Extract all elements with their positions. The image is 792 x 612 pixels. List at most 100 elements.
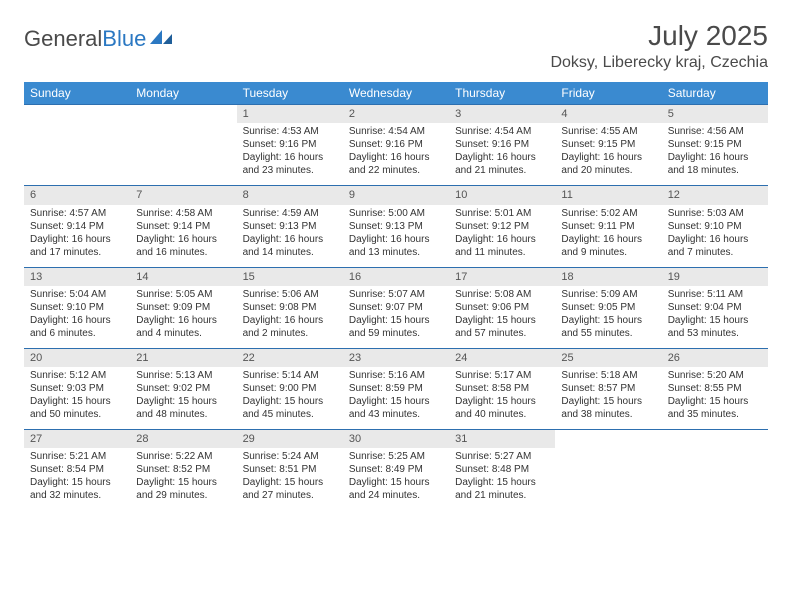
daylight2-text: and 14 minutes. (243, 246, 337, 259)
sunrise-text: Sunrise: 5:22 AM (136, 450, 230, 463)
sunset-text: Sunset: 9:09 PM (136, 301, 230, 314)
daylight1-text: Daylight: 16 hours (455, 233, 549, 246)
daylight1-text: Daylight: 16 hours (455, 151, 549, 164)
calendar-row: 20Sunrise: 5:12 AMSunset: 9:03 PMDayligh… (24, 348, 768, 429)
brand-part2: Blue (102, 26, 146, 52)
sunrise-text: Sunrise: 5:27 AM (455, 450, 549, 463)
sunrise-text: Sunrise: 5:09 AM (561, 288, 655, 301)
sunrise-text: Sunrise: 5:16 AM (349, 369, 443, 382)
daylight2-text: and 35 minutes. (668, 408, 762, 421)
calendar-cell: 7Sunrise: 4:58 AMSunset: 9:14 PMDaylight… (130, 186, 236, 267)
day-body: Sunrise: 5:25 AMSunset: 8:49 PMDaylight:… (343, 448, 449, 510)
sunset-text: Sunset: 9:13 PM (243, 220, 337, 233)
calendar-cell: 6Sunrise: 4:57 AMSunset: 9:14 PMDaylight… (24, 186, 130, 267)
sunrise-text: Sunrise: 4:58 AM (136, 207, 230, 220)
daylight2-text: and 13 minutes. (349, 246, 443, 259)
calendar-row: 6Sunrise: 4:57 AMSunset: 9:14 PMDaylight… (24, 186, 768, 267)
sunset-text: Sunset: 9:12 PM (455, 220, 549, 233)
daylight1-text: Daylight: 15 hours (455, 395, 549, 408)
daylight2-text: and 29 minutes. (136, 489, 230, 502)
daylight1-text: Daylight: 16 hours (136, 314, 230, 327)
calendar-cell: 10 Sunrise: 5:01 AMSunset: 9:12 PMDayligh… (449, 186, 555, 267)
weekday-header: Friday (555, 82, 661, 105)
sunset-text: Sunset: 9:10 PM (668, 220, 762, 233)
day-body: Sunrise: 5:08 AMSunset: 9:06 PMDaylight:… (449, 286, 555, 348)
sunrise-text: Sunrise: 5:02 AM (561, 207, 655, 220)
sunrise-text: Sunrise: 5:18 AM (561, 369, 655, 382)
daylight1-text: Daylight: 15 hours (455, 314, 549, 327)
day-body: Sunrise: 5:21 AMSunset: 8:54 PMDaylight:… (24, 448, 130, 510)
daylight2-text: and 27 minutes. (243, 489, 337, 502)
sunset-text: Sunset: 9:16 PM (455, 138, 549, 151)
calendar-page: GeneralBlue July 2025 Doksy, Liberecky k… (0, 0, 792, 530)
title-location: Doksy, Liberecky kraj, Czechia (550, 54, 768, 72)
day-body: Sunrise: 5:03 AMSunset: 9:10 PMDaylight:… (662, 205, 768, 267)
weekday-header: Monday (130, 82, 236, 105)
day-body: Sunrise: 5:07 AMSunset: 9:07 PMDaylight:… (343, 286, 449, 348)
day-body: Sunrise: 5:09 AMSunset: 9:05 PMDaylight:… (555, 286, 661, 348)
daylight2-text: and 16 minutes. (136, 246, 230, 259)
brand-logo: GeneralBlue (24, 26, 176, 52)
sunset-text: Sunset: 9:05 PM (561, 301, 655, 314)
day-number: 19 (662, 268, 768, 286)
sunset-text: Sunset: 9:02 PM (136, 382, 230, 395)
sunrise-text: Sunrise: 4:54 AM (349, 125, 443, 138)
daylight1-text: Daylight: 16 hours (561, 233, 655, 246)
day-body: Sunrise: 5:12 AMSunset: 9:03 PMDaylight:… (24, 367, 130, 429)
sunrise-text: Sunrise: 5:14 AM (243, 369, 337, 382)
day-number: 5 (662, 105, 768, 123)
daylight1-text: Daylight: 15 hours (349, 476, 443, 489)
daylight1-text: Daylight: 16 hours (136, 233, 230, 246)
daylight1-text: Daylight: 16 hours (243, 151, 337, 164)
sunset-text: Sunset: 9:16 PM (243, 138, 337, 151)
day-body: Sunrise: 5:04 AMSunset: 9:10 PMDaylight:… (24, 286, 130, 348)
day-number: 22 (237, 349, 343, 367)
sunrise-text: Sunrise: 5:06 AM (243, 288, 337, 301)
sunset-text: Sunset: 9:07 PM (349, 301, 443, 314)
calendar-cell: 25Sunrise: 5:18 AMSunset: 8:57 PMDayligh… (555, 348, 661, 429)
day-number: 9 (343, 186, 449, 204)
calendar-cell: 9Sunrise: 5:00 AMSunset: 9:13 PMDaylight… (343, 186, 449, 267)
sunset-text: Sunset: 8:57 PM (561, 382, 655, 395)
calendar-cell (24, 105, 130, 186)
weekday-header: Saturday (662, 82, 768, 105)
day-body: Sunrise: 4:54 AMSunset: 9:16 PMDaylight:… (343, 123, 449, 185)
calendar-cell: 19Sunrise: 5:11 AMSunset: 9:04 PMDayligh… (662, 267, 768, 348)
day-body: Sunrise: 5:13 AMSunset: 9:02 PMDaylight:… (130, 367, 236, 429)
weekday-header: Tuesday (237, 82, 343, 105)
daylight1-text: Daylight: 16 hours (243, 233, 337, 246)
day-number: 31 (449, 430, 555, 448)
sunset-text: Sunset: 8:58 PM (455, 382, 549, 395)
daylight1-text: Daylight: 16 hours (349, 233, 443, 246)
sunrise-text: Sunrise: 5:12 AM (30, 369, 124, 382)
sunrise-text: Sunrise: 5:01 AM (455, 207, 549, 220)
calendar-cell: 16Sunrise: 5:07 AMSunset: 9:07 PMDayligh… (343, 267, 449, 348)
calendar-cell: 13Sunrise: 5:04 AMSunset: 9:10 PMDayligh… (24, 267, 130, 348)
daylight1-text: Daylight: 16 hours (668, 151, 762, 164)
day-body: Sunrise: 4:53 AMSunset: 9:16 PMDaylight:… (237, 123, 343, 185)
daylight1-text: Daylight: 15 hours (136, 395, 230, 408)
sunset-text: Sunset: 8:59 PM (349, 382, 443, 395)
daylight1-text: Daylight: 15 hours (349, 395, 443, 408)
calendar-cell: 20Sunrise: 5:12 AMSunset: 9:03 PMDayligh… (24, 348, 130, 429)
daylight1-text: Daylight: 16 hours (30, 233, 124, 246)
day-number: 10 (449, 186, 555, 204)
sunrise-text: Sunrise: 4:57 AM (30, 207, 124, 220)
calendar-cell: 12Sunrise: 5:03 AMSunset: 9:10 PMDayligh… (662, 186, 768, 267)
day-number: 1 (237, 105, 343, 123)
daylight1-text: Daylight: 15 hours (243, 476, 337, 489)
day-number: 20 (24, 349, 130, 367)
day-body: Sunrise: 4:54 AMSunset: 9:16 PMDaylight:… (449, 123, 555, 185)
sunset-text: Sunset: 9:16 PM (349, 138, 443, 151)
calendar-cell (130, 105, 236, 186)
calendar-cell: 21Sunrise: 5:13 AMSunset: 9:02 PMDayligh… (130, 348, 236, 429)
sunrise-text: Sunrise: 5:21 AM (30, 450, 124, 463)
daylight2-text: and 32 minutes. (30, 489, 124, 502)
daylight2-text: and 53 minutes. (668, 327, 762, 340)
day-body: Sunrise: 5:18 AMSunset: 8:57 PMDaylight:… (555, 367, 661, 429)
sunset-text: Sunset: 8:52 PM (136, 463, 230, 476)
daylight2-text: and 20 minutes. (561, 164, 655, 177)
day-number: 23 (343, 349, 449, 367)
daylight1-text: Daylight: 16 hours (349, 151, 443, 164)
daylight2-text: and 55 minutes. (561, 327, 655, 340)
